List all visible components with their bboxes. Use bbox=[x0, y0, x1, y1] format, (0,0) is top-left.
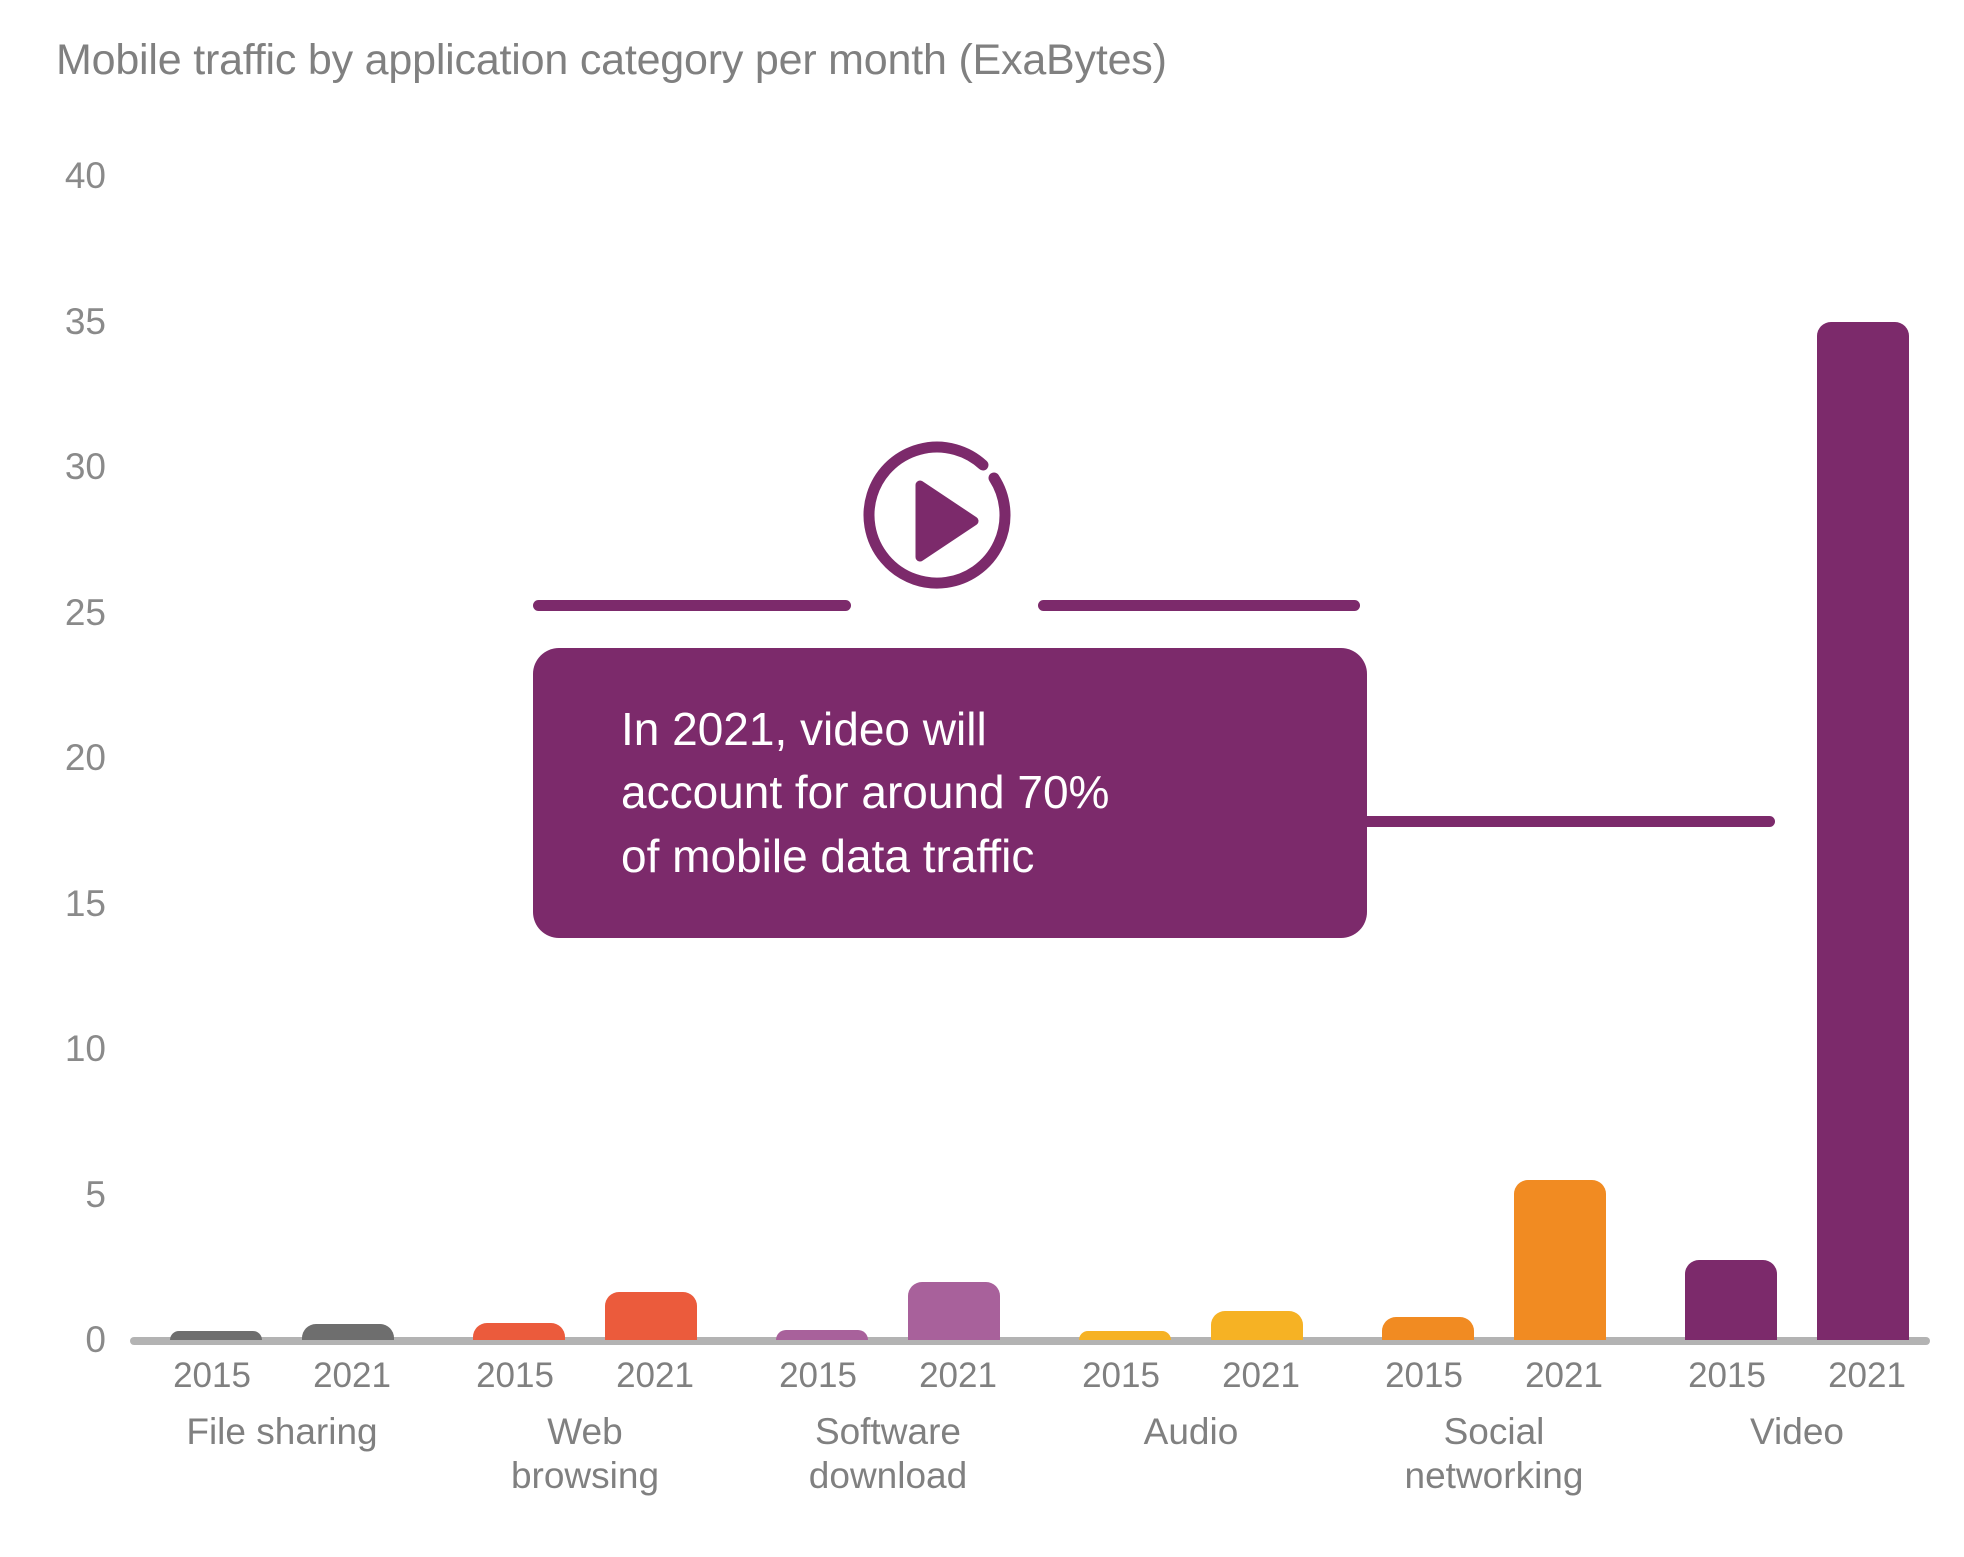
x-tick-year: 2021 bbox=[1828, 1356, 1906, 1395]
y-tick-label: 15 bbox=[64, 882, 106, 924]
x-category-label: Social networking bbox=[1404, 1411, 1584, 1496]
x-category-label: Video bbox=[1750, 1411, 1844, 1452]
callout-rule-left bbox=[533, 600, 851, 611]
bar[interactable] bbox=[1685, 1259, 1777, 1340]
y-tick-label: 10 bbox=[64, 1028, 106, 1069]
bar[interactable] bbox=[1211, 1310, 1303, 1340]
bar[interactable] bbox=[1079, 1331, 1171, 1340]
callout-connector-line bbox=[1360, 816, 1775, 827]
bars-layer bbox=[130, 176, 1940, 1340]
bar-group bbox=[1661, 176, 1933, 1340]
y-tick-label: 35 bbox=[64, 300, 106, 342]
y-axis: 40 35 30 25 20 15 10 5 0 bbox=[0, 155, 120, 1360]
x-tick-year: 2021 bbox=[1222, 1356, 1300, 1395]
x-tick-year: 2015 bbox=[476, 1356, 554, 1395]
bar[interactable] bbox=[1817, 321, 1909, 1340]
x-category-label: Software download bbox=[808, 1411, 968, 1496]
x-tick-year: 2021 bbox=[919, 1356, 997, 1395]
x-axis-group-label: 2015 2021 Video bbox=[1661, 1356, 1933, 1454]
x-axis-group-label: 2015 2021 Social networking bbox=[1358, 1356, 1630, 1497]
x-axis-labels: 2015 2021 File sharing 2015 2021 Web browsing… bbox=[130, 1356, 1940, 1556]
chart-title: Mobile traffic by application category p… bbox=[56, 36, 1167, 84]
callout-box: In 2021, video will account for around 7… bbox=[533, 648, 1367, 938]
y-tick-label: 20 bbox=[64, 737, 106, 778]
x-tick-year: 2021 bbox=[1525, 1356, 1603, 1395]
callout-rule-right bbox=[1038, 600, 1360, 611]
bar[interactable] bbox=[302, 1324, 394, 1340]
x-axis-group-label: 2015 2021 Software download bbox=[752, 1356, 1024, 1497]
callout-text: In 2021, video will account for around 7… bbox=[621, 703, 1110, 882]
bar-group bbox=[1358, 176, 1630, 1340]
x-axis-group-label: 2015 2021 Web browsing bbox=[449, 1356, 721, 1497]
x-tick-year: 2021 bbox=[313, 1356, 391, 1395]
x-category-label: Web browsing bbox=[510, 1411, 660, 1496]
bar[interactable] bbox=[1514, 1179, 1606, 1340]
y-tick-label: 40 bbox=[64, 155, 106, 196]
bar-group bbox=[449, 176, 721, 1340]
x-tick-year: 2015 bbox=[173, 1356, 251, 1395]
x-category-label: Audio bbox=[1143, 1411, 1239, 1452]
x-category-label: File sharing bbox=[186, 1411, 378, 1452]
x-tick-year: 2015 bbox=[1688, 1356, 1766, 1395]
play-circle-icon bbox=[856, 440, 1018, 602]
x-axis-baseline bbox=[130, 1337, 1930, 1345]
bar[interactable] bbox=[473, 1322, 565, 1340]
x-tick-year: 2015 bbox=[1385, 1356, 1463, 1395]
bar[interactable] bbox=[605, 1292, 697, 1340]
bar[interactable] bbox=[908, 1281, 1000, 1340]
x-axis-group-label: 2015 2021 Audio bbox=[1055, 1356, 1327, 1454]
x-tick-year: 2015 bbox=[1082, 1356, 1160, 1395]
y-tick-label: 25 bbox=[64, 591, 106, 633]
x-tick-year: 2021 bbox=[616, 1356, 694, 1395]
x-axis-group-label: 2015 2021 File sharing bbox=[146, 1356, 418, 1454]
bar-group bbox=[1055, 176, 1327, 1340]
y-tick-label: 30 bbox=[64, 446, 106, 487]
bar-group bbox=[752, 176, 1024, 1340]
bar[interactable] bbox=[170, 1331, 262, 1340]
bar[interactable] bbox=[1382, 1316, 1474, 1340]
x-tick-year: 2015 bbox=[779, 1356, 857, 1395]
y-tick-label: 5 bbox=[85, 1173, 106, 1215]
bar[interactable] bbox=[776, 1329, 868, 1340]
bar-group bbox=[146, 176, 418, 1340]
y-tick-label: 0 bbox=[85, 1319, 106, 1360]
